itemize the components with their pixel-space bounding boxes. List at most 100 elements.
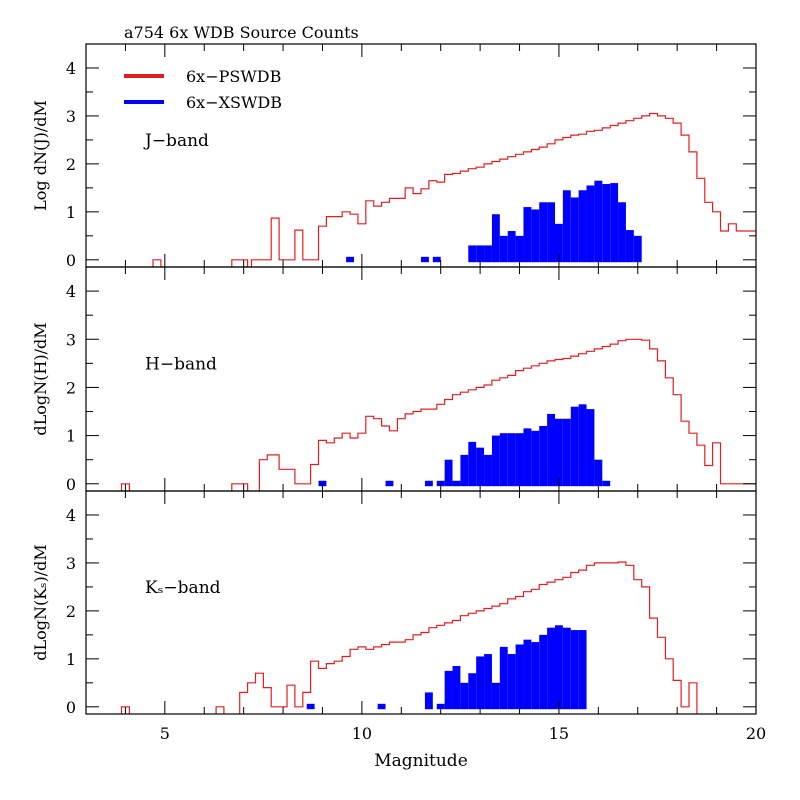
band-label: H−band [145, 354, 217, 374]
xswdb-bars [346, 180, 642, 263]
xswdb-bar [460, 682, 469, 710]
xswdb-bar [436, 480, 445, 487]
panel-frame [85, 266, 757, 492]
y-tick-label: 4 [66, 282, 76, 301]
xswdb-bar [318, 480, 327, 487]
y-tick-label: 3 [66, 554, 76, 573]
xswdb-bar [570, 406, 579, 487]
xswdb-bar [444, 459, 453, 487]
x-tick-label: 15 [549, 724, 569, 743]
xswdb-bar [547, 627, 555, 710]
xswdb-bar [377, 703, 386, 710]
xswdb-bar [306, 703, 315, 710]
xswdb-bar [594, 459, 603, 487]
y-tick-label: 1 [66, 427, 76, 446]
xswdb-bar [586, 409, 595, 487]
xswdb-bar [570, 630, 579, 710]
xswdb-bar [515, 235, 524, 263]
xswdb-bar [515, 433, 524, 487]
x-axis-label: Magnitude [374, 751, 468, 771]
y-axis-label: dLogN(Kₛ)/dM [31, 544, 50, 661]
xswdb-bar [385, 480, 394, 487]
xswdb-bar [452, 666, 461, 710]
xswdb-bar [460, 454, 469, 487]
xswdb-bar [562, 627, 571, 710]
xswdb-bar [421, 256, 429, 263]
xswdb-bar [547, 202, 555, 263]
xswdb-bar [432, 256, 441, 263]
xswdb-bar [555, 223, 563, 263]
xswdb-bar [625, 230, 634, 263]
y-axis-label: dLogN(H)/dM [31, 322, 50, 435]
xswdb-bar [424, 692, 433, 710]
y-tick-label: 0 [66, 251, 76, 270]
xswdb-bar [499, 433, 508, 487]
xswdb-bar [547, 413, 555, 487]
xswdb-bar [468, 245, 477, 263]
pswdb-step-line [152, 112, 756, 267]
y-tick-label: 4 [66, 59, 76, 78]
y-tick-label: 1 [66, 650, 76, 669]
xswdb-bar [507, 433, 516, 487]
xswdb-bar [507, 654, 516, 710]
xswdb-bar [507, 231, 516, 263]
xswdb-bar [602, 480, 611, 487]
xswdb-bar [539, 634, 548, 710]
xswdb-bar [594, 180, 603, 263]
pswdb-step-line [120, 338, 756, 491]
xswdb-bar [555, 625, 563, 710]
band-label: J−band [143, 131, 209, 151]
xswdb-bar [539, 425, 548, 487]
panel-1: 0 1 2 3 4 dLogN(H)/dM H−band [31, 266, 757, 494]
xswdb-bar [476, 245, 485, 263]
xswdb-bar [484, 654, 492, 710]
y-tick-label: 3 [66, 330, 76, 349]
xswdb-bar [523, 428, 532, 487]
xswdb-bar [562, 190, 571, 263]
xswdb-bar [484, 454, 492, 487]
x-tick-label: 5 [160, 724, 170, 743]
xswdb-bar [515, 644, 524, 710]
xswdb-bar [531, 209, 540, 263]
y-tick-label: 0 [66, 475, 76, 494]
y-axis-label: Log dN(J)/dM [31, 100, 50, 211]
xswdb-bar [523, 207, 532, 263]
xswdb-bar [468, 441, 477, 487]
legend-label: 6x−PSWDB [186, 67, 281, 86]
y-tick-label: 2 [66, 602, 76, 621]
xswdb-bar [578, 404, 587, 487]
band-label: Kₛ−band [145, 578, 221, 598]
xswdb-bar [476, 447, 485, 487]
xswdb-bar [602, 184, 611, 263]
xswdb-bar [452, 480, 461, 487]
xswdb-bar [491, 682, 500, 710]
xswdb-bar [491, 435, 500, 487]
y-tick-label: 2 [66, 155, 76, 174]
xswdb-bar [578, 630, 587, 710]
xswdb-bar [484, 245, 492, 263]
x-tick-label: 10 [352, 724, 372, 743]
xswdb-bar [468, 673, 477, 710]
xswdb-bar [531, 430, 540, 487]
xswdb-bar [618, 202, 626, 263]
panel-0: 0 1 2 3 4 Log dN(J)/dM J−band 6x−PSWDB 6x−XSWDB [31, 43, 757, 270]
y-tick-label: 3 [66, 107, 76, 126]
pswdb-step-line [120, 561, 698, 714]
xswdb-bar [523, 639, 532, 710]
xswdb-bar [499, 646, 508, 710]
xswdb-bar [476, 656, 485, 710]
xswdb-bar [424, 480, 433, 487]
xswdb-bar [570, 197, 579, 263]
y-tick-label: 0 [66, 698, 76, 717]
xswdb-bars [318, 404, 611, 487]
xswdb-bar [539, 202, 548, 263]
y-tick-label: 4 [66, 506, 76, 525]
xswdb-bar [444, 670, 453, 710]
xswdb-bar [436, 703, 445, 710]
xswdb-bar [491, 214, 500, 263]
xswdb-bar [633, 235, 642, 263]
xswdb-bar [562, 418, 571, 487]
xswdb-bar [578, 190, 587, 263]
